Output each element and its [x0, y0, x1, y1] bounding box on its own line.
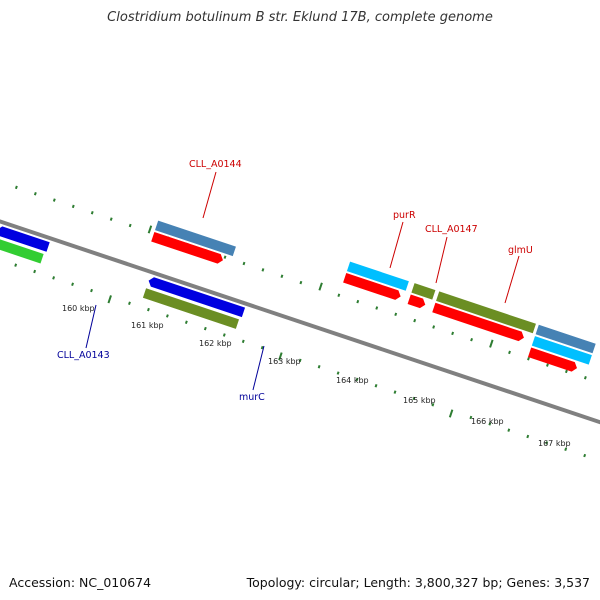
- gene-murC[interactable]: [142, 288, 240, 329]
- gene-CLL_A0143-blue[interactable]: [0, 225, 50, 252]
- genome-track: [0, 185, 600, 458]
- scale-labels: 160 kbp 161 kbp 162 kbp 163 kbp 164 kbp …: [62, 304, 571, 448]
- gene-murC-blue[interactable]: [147, 276, 246, 318]
- gene-forward-end-2[interactable]: [531, 336, 592, 365]
- scale-label-166: 166 kbp: [471, 417, 504, 426]
- gene-label-CLL_A0144[interactable]: CLL_A0144: [189, 159, 242, 170]
- gene-purR-red[interactable]: [343, 272, 402, 301]
- leader-glmU: [504, 255, 520, 304]
- leader-murC: [252, 345, 265, 391]
- gene-CLL_A0144[interactable]: [155, 220, 236, 257]
- inner-tick-ring: [14, 263, 587, 458]
- gene-CLL_A0144-red[interactable]: [151, 231, 224, 265]
- scale-label-167: 167 kbp: [538, 439, 571, 448]
- gene-label-murC[interactable]: murC: [239, 392, 265, 403]
- leader-CLL_A0147: [435, 236, 448, 284]
- gene-labels: CLL_A0144 purR CLL_A0147 glmU CLL_A0143 …: [57, 159, 533, 403]
- scale-label-161: 161 kbp: [131, 321, 164, 330]
- gene-label-glmU[interactable]: glmU: [508, 245, 533, 256]
- gene-label-purR[interactable]: purR: [393, 210, 416, 221]
- gene-CLL_A0143[interactable]: [0, 238, 44, 264]
- gene-label-CLL_A0147[interactable]: CLL_A0147: [425, 224, 478, 235]
- gene-purR[interactable]: [346, 261, 409, 291]
- leader-CLL_A0143: [85, 304, 97, 349]
- accession-label: Accession: NC_010674: [9, 575, 152, 590]
- gene-forward-end[interactable]: [535, 324, 596, 354]
- scale-label-162: 162 kbp: [199, 339, 232, 348]
- gene-label-CLL_A0143[interactable]: CLL_A0143: [57, 350, 110, 361]
- map-title: Clostridium botulinum B str. Eklund 17B,…: [107, 10, 493, 25]
- gene-CLL_A0147-red[interactable]: [407, 294, 427, 310]
- leader-purR: [389, 221, 404, 269]
- scale-label-164: 164 kbp: [336, 376, 369, 385]
- scale-label-160: 160 kbp: [62, 304, 95, 313]
- gene-glmU-red[interactable]: [432, 302, 525, 343]
- scale-label-165: 165 kbp: [403, 396, 436, 405]
- gene-forward-end-red[interactable]: [528, 347, 579, 373]
- scale-label-163: 163 kbp: [268, 357, 301, 366]
- genome-summary-label: Topology: circular; Length: 3,800,327 bp…: [246, 575, 590, 590]
- genome-backbone: [0, 190, 600, 436]
- gene-glmU[interactable]: [436, 291, 536, 334]
- forward-strand-genes: [151, 220, 596, 373]
- label-leaders: [85, 171, 520, 391]
- reverse-strand-genes: [0, 225, 246, 329]
- leader-CLL_A0144: [202, 171, 217, 219]
- gene-CLL_A0147[interactable]: [411, 283, 436, 300]
